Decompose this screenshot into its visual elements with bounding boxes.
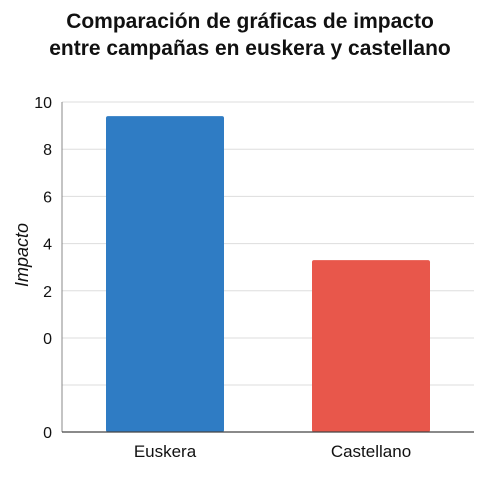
y-tick-label: 6 xyxy=(43,189,52,206)
y-tick-label: 10 xyxy=(34,95,52,112)
y-axis-ticks: 10 8 6 4 2 0 0 xyxy=(34,95,52,442)
bar-castellano xyxy=(312,260,430,432)
y-tick-label: 2 xyxy=(43,284,52,301)
chart-title-line-1: Comparación de gráficas de impacto xyxy=(66,10,434,33)
y-axis-label: Impacto xyxy=(12,223,32,287)
x-category-label: Castellano xyxy=(331,442,411,461)
chart-title: Comparación de gráficas de impacto entre… xyxy=(0,8,500,62)
y-tick-label: 0 xyxy=(43,425,52,442)
bar-euskera xyxy=(106,116,224,432)
y-tick-label: 8 xyxy=(43,142,52,159)
chart-title-line-2: entre campañas en euskera y castellano xyxy=(49,37,451,60)
x-category-label: Euskera xyxy=(134,442,197,461)
bars xyxy=(106,116,430,432)
x-axis-categories: Euskera Castellano xyxy=(134,442,411,461)
y-tick-label: 4 xyxy=(43,237,52,254)
y-tick-label: 0 xyxy=(43,331,52,348)
